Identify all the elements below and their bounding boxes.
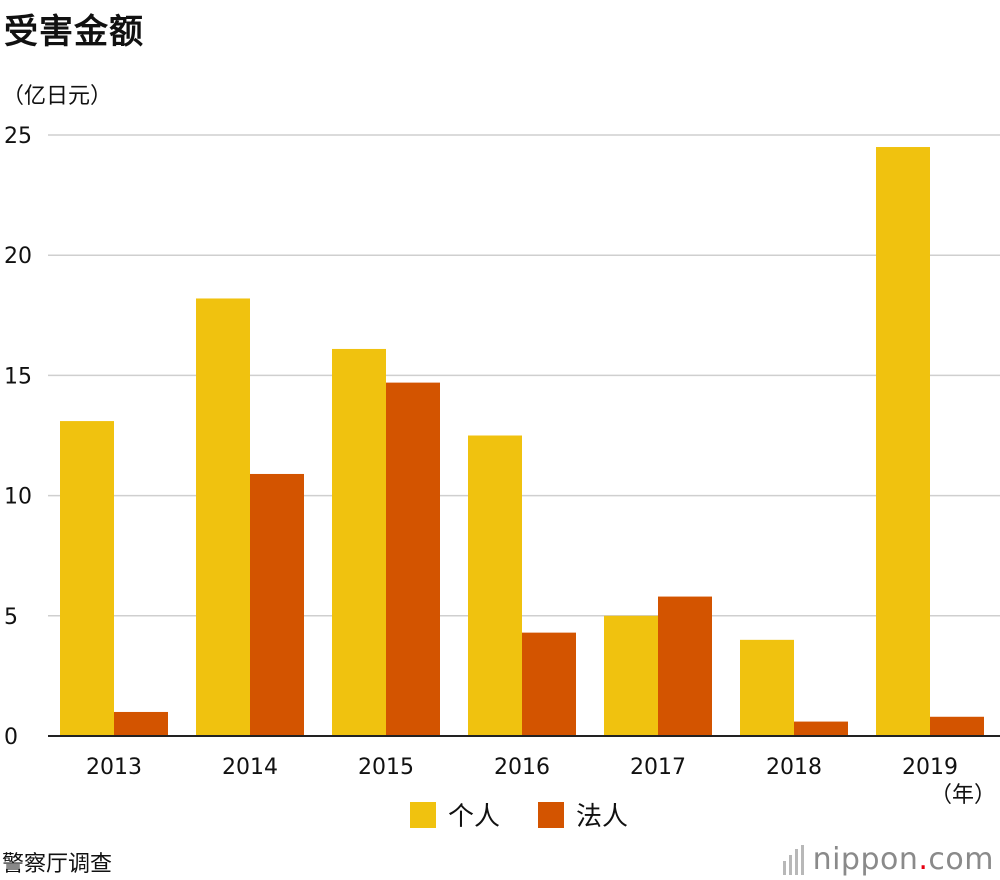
logo-text: nippon.com bbox=[812, 842, 994, 877]
bar-individual-2018 bbox=[740, 639, 794, 736]
legend-swatch-corporate bbox=[538, 801, 565, 828]
bar-individual-2013 bbox=[60, 421, 114, 736]
legend-item-individual: 个人 bbox=[410, 796, 500, 833]
x-tick-label: 2014 bbox=[222, 755, 278, 780]
legend: 个人 法人 bbox=[410, 796, 666, 833]
bar-individual-2019 bbox=[876, 147, 930, 736]
bars bbox=[60, 147, 984, 736]
bar-individual-2015 bbox=[332, 348, 386, 736]
x-tick-label: 2019 bbox=[902, 755, 958, 780]
y-tick-label: 0 bbox=[4, 725, 18, 750]
bar-individual-2017 bbox=[604, 615, 658, 736]
bar-individual-2016 bbox=[468, 435, 522, 736]
y-tick-label: 25 bbox=[4, 124, 32, 149]
bar-corporate-2014 bbox=[250, 473, 304, 736]
legend-swatch-individual bbox=[410, 801, 436, 828]
y-tick-label: 20 bbox=[4, 244, 32, 269]
y-tick-label: 15 bbox=[4, 364, 32, 389]
gridlines bbox=[48, 134, 1000, 617]
bar-corporate-2019 bbox=[930, 716, 984, 736]
bar-corporate-2016 bbox=[522, 632, 576, 736]
y-axis-ticks: 0 5 10 15 20 25 bbox=[4, 124, 32, 750]
bar-corporate-2015 bbox=[386, 382, 440, 736]
bar-individual-2014 bbox=[196, 298, 250, 736]
bar-corporate-2013 bbox=[114, 711, 168, 736]
x-tick-label: 2013 bbox=[86, 755, 142, 780]
x-tick-label: 2016 bbox=[494, 755, 550, 780]
legend-label-corporate: 法人 bbox=[576, 802, 629, 832]
x-tick-label: 2018 bbox=[766, 755, 822, 780]
y-tick-label: 5 bbox=[4, 605, 18, 630]
nippon-logo: nippon.com bbox=[782, 842, 994, 877]
source-note: 警察厅调查 bbox=[2, 852, 113, 877]
logo-bars-icon bbox=[782, 844, 807, 875]
bar-corporate-2017 bbox=[658, 596, 712, 736]
chart-title: 受害金额 bbox=[4, 12, 144, 52]
y-axis-unit-label: （亿日元） bbox=[2, 84, 113, 109]
x-tick-label: 2017 bbox=[630, 755, 686, 780]
x-axis-unit-label: （年） bbox=[930, 783, 996, 808]
y-tick-label: 10 bbox=[4, 485, 32, 510]
legend-label-individual: 个人 bbox=[448, 802, 501, 832]
x-axis-ticks: 2013 2014 2015 2016 2017 2018 2019 bbox=[86, 755, 958, 780]
legend-item-corporate: 法人 bbox=[538, 796, 628, 833]
bar-corporate-2018 bbox=[794, 721, 848, 736]
x-tick-label: 2015 bbox=[358, 755, 414, 780]
